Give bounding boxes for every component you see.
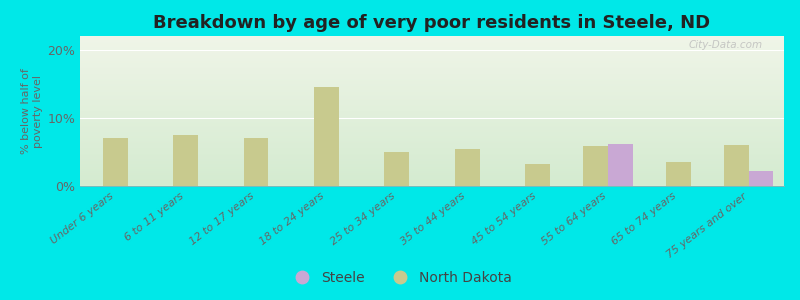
Title: Breakdown by age of very poor residents in Steele, ND: Breakdown by age of very poor residents … (154, 14, 710, 32)
Bar (526, 164, 550, 186)
Bar (103, 138, 127, 186)
Bar (244, 138, 268, 186)
Bar (385, 152, 409, 186)
Text: City-Data.com: City-Data.com (689, 40, 763, 50)
Legend: Steele, North Dakota: Steele, North Dakota (282, 265, 518, 290)
Bar (174, 135, 198, 186)
Bar (455, 148, 479, 186)
Bar (583, 146, 608, 186)
Bar (314, 87, 338, 186)
Bar (608, 144, 633, 186)
Bar (666, 162, 690, 186)
Y-axis label: % below half of
poverty level: % below half of poverty level (22, 68, 43, 154)
Bar (724, 145, 749, 186)
Bar (749, 171, 774, 186)
